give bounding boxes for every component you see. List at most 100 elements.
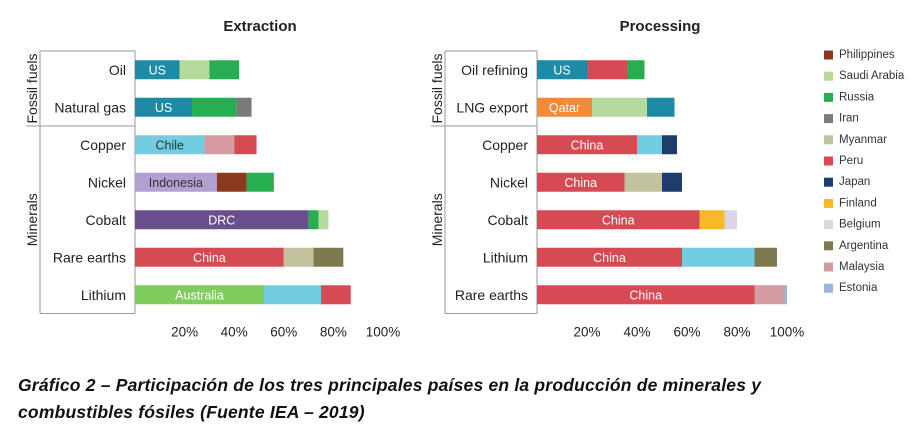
processing-category-label-oil-refining: Oil refining	[461, 62, 528, 78]
extraction-category-label-nickel: Nickel	[88, 174, 126, 190]
processing-tick-label-80: 80%	[723, 325, 750, 340]
extraction-bar-nickel-philippines	[216, 172, 247, 192]
legend-swatch-saudi-arabia	[824, 71, 833, 81]
caption-line-1: Gráfico 2 – Participación de los tres pr…	[18, 375, 762, 395]
processing-bar-lng-export-qatar	[537, 97, 592, 117]
extraction-bar-rare-earths-china	[135, 247, 284, 267]
processing-data-label-cobalt: China	[602, 213, 635, 227]
extraction-bar-nickel-indonesia	[135, 172, 217, 192]
chart-canvas: Extraction Fossil fuels Minerals 20% 40% 60% 8…	[24, 18, 905, 340]
legend-label-iran: Iran	[839, 113, 859, 125]
extraction-bar-natural-gas-us	[135, 97, 193, 117]
extraction-bar-rare-earths-myanmar	[283, 247, 314, 267]
extraction-bar-nickel-russia	[246, 172, 274, 192]
processing-bar-lithium-chile	[682, 247, 755, 267]
legend-swatch-malaysia	[824, 262, 833, 272]
processing-bar-oil-refining-peru	[587, 60, 627, 80]
legend-swatch-peru	[824, 156, 833, 166]
processing-bar-nickel-japan	[662, 172, 682, 192]
legend-label-argentina: Argentina	[839, 240, 889, 252]
processing-bar-oil-refining-us	[537, 60, 587, 80]
processing-bar-cobalt-china	[537, 210, 700, 230]
processing-category-label-copper: Copper	[482, 137, 528, 153]
extraction-bar-natural-gas-iran	[236, 97, 252, 117]
processing-bar-copper-japan	[662, 135, 677, 155]
extraction-bar-copper-chile	[135, 135, 205, 155]
processing-bar-lng-export-us	[647, 97, 675, 117]
legend-label-finland: Finland	[839, 197, 877, 209]
extraction-bar-lithium-australia	[135, 285, 264, 305]
processing-bar-nickel-china	[537, 172, 625, 192]
extraction-data-label-cobalt: DRC	[208, 213, 235, 227]
processing-tick-label-100: 100%	[770, 325, 805, 340]
processing-data-label-lithium: China	[593, 251, 626, 265]
extraction-category-label-lithium: Lithium	[81, 287, 126, 303]
extraction-data-label-nickel: Indonesia	[149, 176, 203, 190]
processing-group-label-fossil-fuels: Fossil fuels	[429, 53, 445, 123]
processing-bar-copper-china	[537, 135, 637, 155]
legend-label-saudi-arabia: Saudi Arabia	[839, 70, 905, 82]
legend-swatch-russia	[824, 92, 833, 102]
caption-line-2: combustibles fósiles (Fuente IEA – 2019)	[18, 402, 365, 422]
legend-label-peru: Peru	[839, 155, 863, 167]
processing-data-label-copper: China	[571, 138, 604, 152]
extraction-data-label-rare-earths: China	[193, 251, 226, 265]
legend-label-malaysia: Malaysia	[839, 261, 885, 273]
extraction-bar-oil-russia	[209, 60, 240, 80]
processing-bar-lng-export-saudi-arabia	[592, 97, 647, 117]
legend-swatch-philippines	[824, 50, 833, 60]
legend-swatch-finland	[824, 198, 833, 208]
extraction-bar-copper-malaysia	[204, 135, 235, 155]
processing-data-label-rare-earths: China	[629, 288, 662, 302]
extraction-bar-natural-gas-russia	[192, 97, 237, 117]
processing-bar-rare-earths-china	[537, 285, 755, 305]
legend-label-russia: Russia	[839, 91, 875, 103]
processing-tick-label-60: 60%	[673, 325, 700, 340]
extraction-bar-copper-peru	[234, 135, 257, 155]
extraction-data-label-natural-gas: US	[155, 101, 172, 115]
extraction-tick-label-40: 40%	[221, 325, 248, 340]
legend-label-belgium: Belgium	[839, 219, 881, 231]
extraction-data-label-oil: US	[149, 63, 166, 77]
processing-data-label-lng-export: Qatar	[549, 101, 580, 115]
extraction-category-label-rare-earths: Rare earths	[53, 249, 126, 265]
processing-category-label-lng-export: LNG export	[456, 99, 528, 115]
processing-category-label-cobalt: Cobalt	[488, 212, 529, 228]
extraction-title: Extraction	[223, 18, 296, 35]
extraction-bar-cobalt-saudi-arabia	[318, 210, 329, 230]
extraction-bar-lithium-chile	[263, 285, 321, 305]
legend-swatch-japan	[824, 177, 833, 187]
extraction-data-label-lithium: Australia	[175, 288, 224, 302]
processing-bar-cobalt-finland	[699, 210, 725, 230]
legend-label-philippines: Philippines	[839, 49, 895, 61]
extraction-tick-label-80: 80%	[320, 325, 347, 340]
extraction-tick-label-20: 20%	[171, 325, 198, 340]
processing-bar-cobalt-belgium	[724, 210, 737, 230]
extraction-bar-oil-saudi-arabia	[179, 60, 210, 80]
legend-swatch-iran	[824, 114, 833, 124]
extraction-group-label-minerals: Minerals	[24, 193, 40, 246]
extraction-group-label-fossil-fuels: Fossil fuels	[24, 53, 40, 123]
processing-category-label-rare-earths: Rare earths	[455, 287, 528, 303]
processing-bar-rare-earths-malaysia	[754, 285, 785, 305]
processing-bar-copper-chile	[637, 135, 662, 155]
legend-label-myanmar: Myanmar	[839, 134, 887, 146]
processing-bar-lithium-argentina	[754, 247, 777, 267]
processing-title: Processing	[620, 18, 701, 35]
processing-category-label-lithium: Lithium	[483, 249, 528, 265]
extraction-bar-rare-earths-argentina	[313, 247, 344, 267]
figure-caption: Gráfico 2 – Participación de los tres pr…	[18, 372, 908, 426]
processing-tick-label-40: 40%	[623, 325, 650, 340]
processing-group-label-minerals: Minerals	[429, 193, 445, 246]
legend-swatch-myanmar	[824, 135, 833, 145]
processing-bar-nickel-myanmar	[624, 172, 662, 192]
legend-swatch-argentina	[824, 241, 833, 251]
extraction-bar-cobalt-drc	[135, 210, 309, 230]
legend-label-estonia: Estonia	[839, 282, 878, 294]
extraction-data-label-copper: Chile	[155, 138, 184, 152]
legend-swatch-belgium	[824, 220, 833, 230]
extraction-category-label-natural-gas: Natural gas	[54, 99, 126, 115]
extraction-category-label-oil: Oil	[109, 62, 126, 78]
processing-bar-rare-earths-estonia	[784, 285, 787, 305]
legend-label-japan: Japan	[839, 176, 870, 188]
